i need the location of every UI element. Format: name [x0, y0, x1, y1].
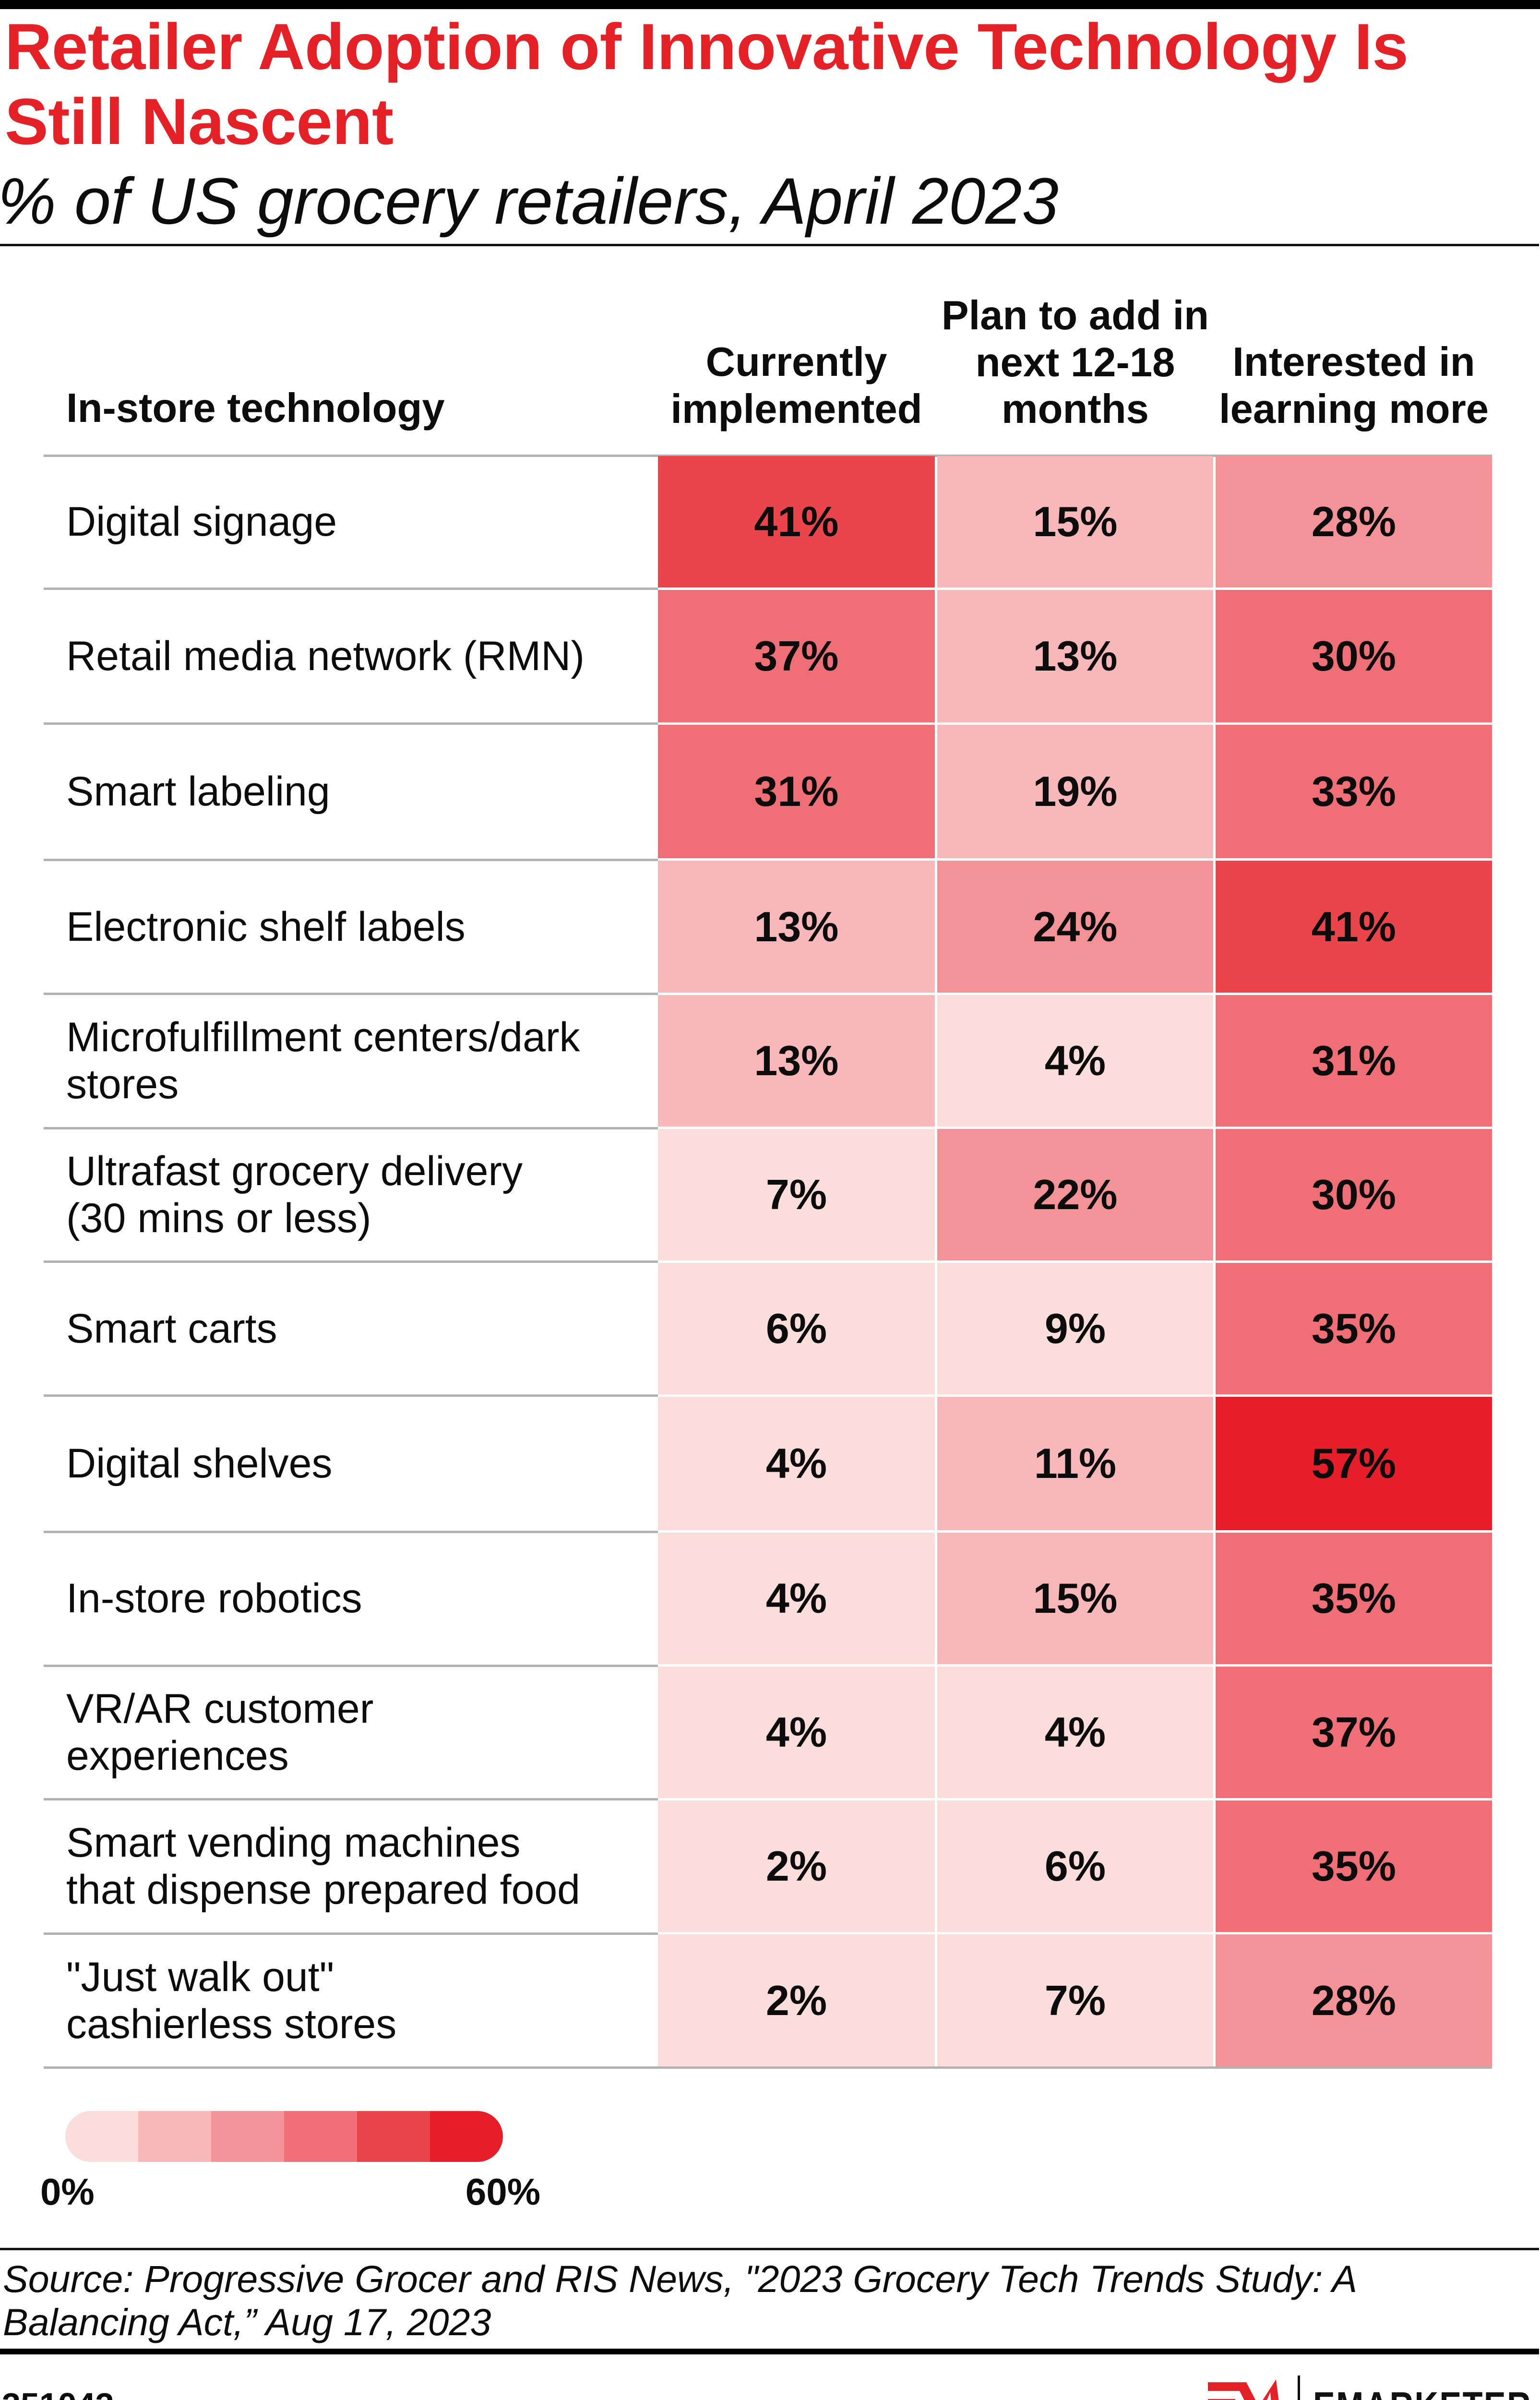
- svg-text:EMARKETER: EMARKETER: [1313, 2384, 1532, 2400]
